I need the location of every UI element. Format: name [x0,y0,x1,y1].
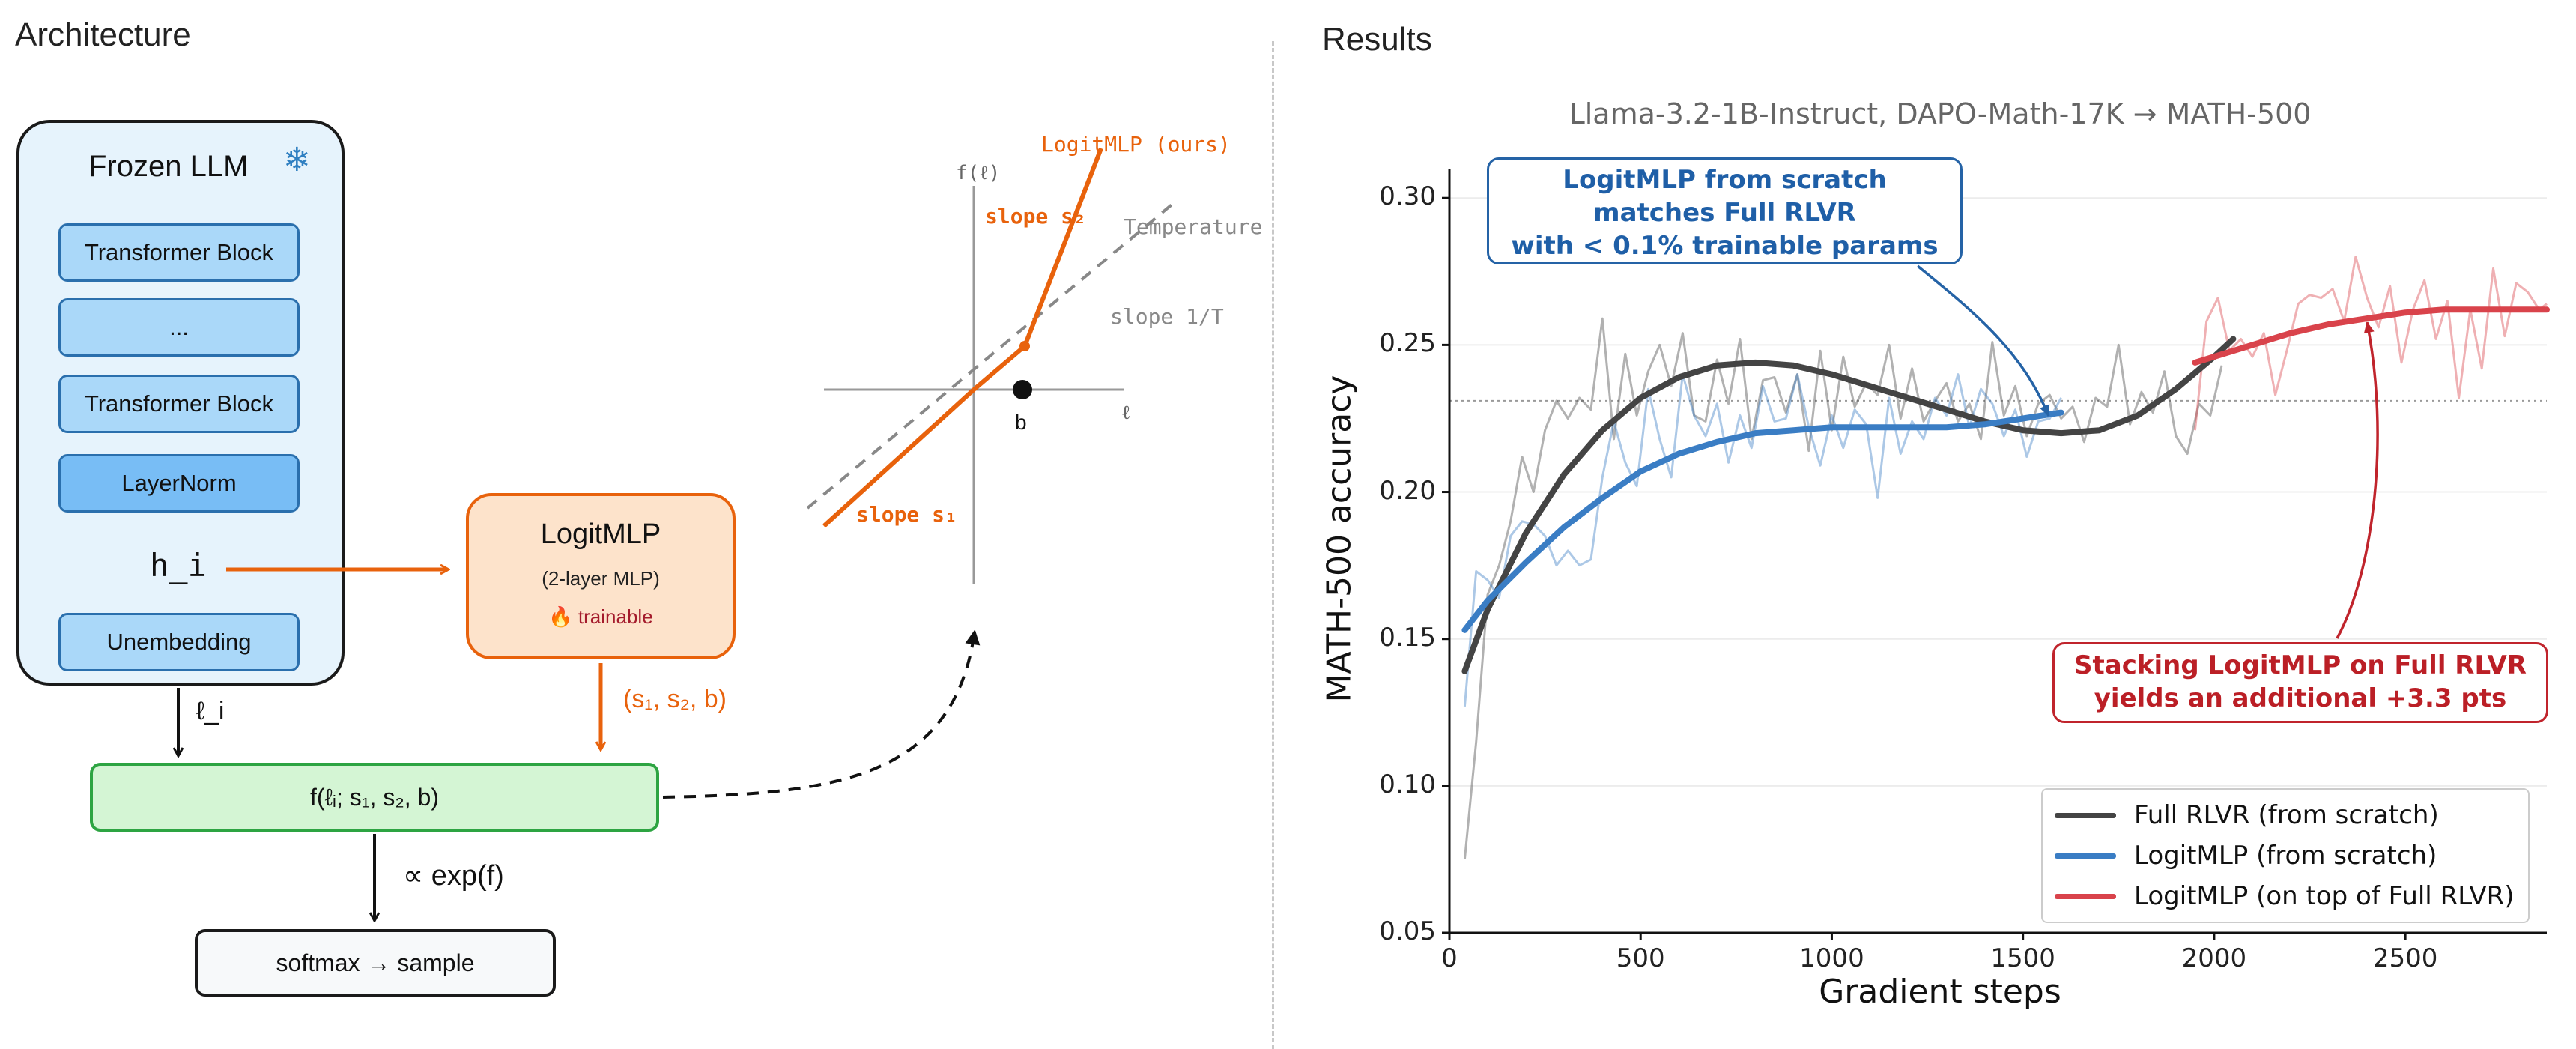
unembedding-block: Unembedding [58,613,300,671]
inset-logitmlp-label: LogitMLP (ours) [1041,132,1231,157]
transformer-block-2: Transformer Block [58,375,300,433]
logitmlp-subtitle: (2-layer MLP) [542,567,660,590]
annotation-red-line-2: yields an additional +3.3 pts [2094,683,2507,713]
architecture-arrows [0,0,981,1049]
inset-b-label: b [1015,411,1027,434]
function-to-inset-dashed-arrow [662,629,981,799]
x-tick-label-0: 0 [1441,943,1458,973]
ellipsis-block: ... [58,298,300,357]
hidden-state-label: h_i [150,547,207,584]
params-label: (s₁, s₂, b) [623,685,727,713]
legend-label-stacked: LogitMLP (on top of Full RLVR) [2134,881,2515,911]
x-tick-label-3: 1500 [1990,943,2055,973]
series-smooth-logitmlp [1461,409,2064,633]
kink-marker [1019,341,1030,351]
inset-slope-s1-label: slope s₁ [856,502,957,527]
softmax-sample-box: softmax → sample [195,929,556,997]
legend-label-full-rlvr: Full RLVR (from scratch) [2134,800,2439,830]
logitmlp-trainable-label: 🔥 trainable [548,605,653,628]
legend-swatch-logitmlp [2055,853,2116,859]
temperature-line [806,201,1176,510]
logitmlp-slope1 [822,387,976,528]
x-tick-label-4: 2000 [2181,943,2247,973]
annotation-blue: LogitMLP from scratch matches Full RLVR … [1487,157,1963,264]
annotation-red: Stacking LogitMLP on Full RLVR yields an… [2052,642,2548,723]
chart-title: Llama-3.2-1B-Instruct, DAPO-Math-17K → M… [1569,97,2312,130]
inset-temperature-label: Temperature [1124,214,1263,239]
panel-divider [1272,41,1274,1049]
inset-y-label: f(ℓ) [956,162,1001,184]
legend-swatch-full-rlvr [2055,812,2116,818]
y-tick-label-1: 0.10 [1379,769,1436,799]
x-tick-label-1: 500 [1616,943,1665,973]
function-box: f(ℓᵢ; s₁, s₂, b) [90,763,659,832]
logit-label: ℓ_i [196,697,225,725]
layernorm-block: LayerNorm [58,454,300,513]
annotation-blue-arrow [1916,264,2050,417]
activation-inset [806,147,1176,584]
y-tick-label-5: 0.30 [1379,181,1436,212]
series-raw-stacked [2193,256,2548,431]
logitmlp-slope2 [972,344,1026,392]
annotation-blue-line-2: matches Full RLVR [1593,198,1856,228]
logitmlp-slope3 [1022,147,1103,348]
inset-slope-s2-label: slope s₂ [985,204,1086,229]
logitmlp-title: LogitMLP [540,519,661,550]
inset-x-label: ℓ [1121,402,1131,424]
y-tick-label-4: 0.25 [1379,328,1436,359]
snowflake-icon: ❄ [283,141,311,179]
series-raw-logitmlp [1463,373,2063,707]
transformer-block-1: Transformer Block [58,223,300,282]
legend-item-logitmlp: LogitMLP (from scratch) [2043,836,2437,875]
series-raw-full-rlvr [1463,317,2223,860]
legend-item-full-rlvr: Full RLVR (from scratch) [2043,796,2439,835]
prop-exp-label: ∝ exp(f) [403,860,504,892]
annotation-blue-line-3: with < 0.1% trainable params [1511,231,1939,261]
logitmlp-box [466,493,736,659]
y-axis-label: MATH-500 accuracy [1320,375,1359,703]
series-smooth-stacked [2192,306,2550,366]
series-smooth-full-rlvr [1461,336,2237,674]
annotation-red-arrow [2336,321,2379,639]
frozen-llm-title: Frozen LLM [88,150,249,183]
annotation-red-line-1: Stacking LogitMLP on Full RLVR [2074,650,2527,680]
x-tick-label-2: 1000 [1799,943,1864,973]
x-tick-label-5: 2500 [2372,943,2438,973]
architecture-title: Architecture [15,16,191,53]
b-point-marker [1013,380,1032,399]
annotation-blue-line-1: LogitMLP from scratch [1563,165,1887,195]
inset-slope-1t-label: slope 1/T [1110,304,1224,329]
y-tick-label-2: 0.15 [1379,622,1436,653]
x-axis-label: Gradient steps [1819,973,2061,1011]
results-title: Results [1322,21,1432,58]
legend-item-stacked: LogitMLP (on top of Full RLVR) [2043,877,2515,916]
y-tick-label-0: 0.05 [1379,916,1436,946]
legend-swatch-stacked [2055,893,2116,899]
chart-legend: Full RLVR (from scratch) LogitMLP (from … [2041,788,2530,923]
y-tick-label-3: 0.20 [1379,475,1436,506]
legend-label-logitmlp: LogitMLP (from scratch) [2134,841,2437,871]
